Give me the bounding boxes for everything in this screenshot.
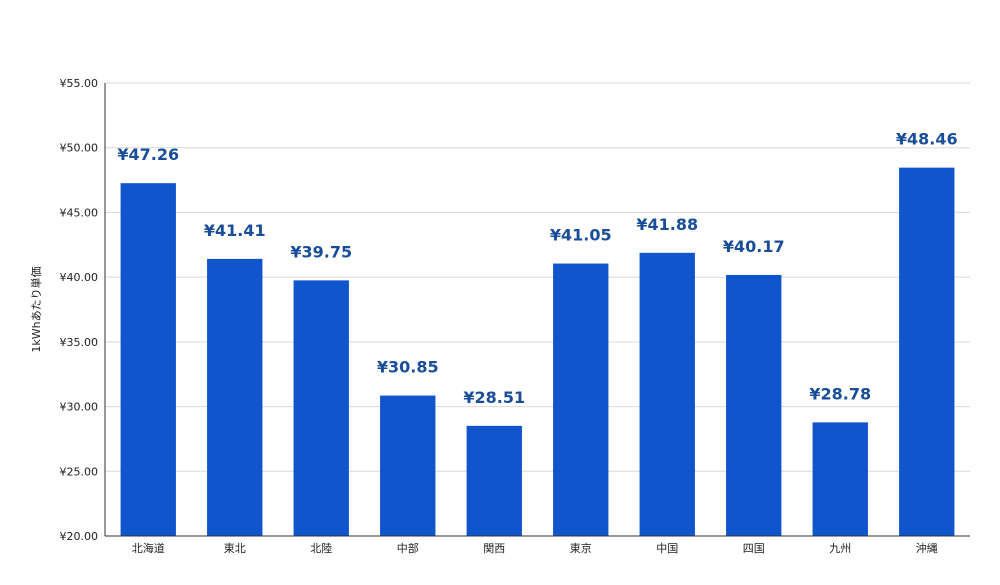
- data-labels: ¥47.26 ¥41.41 ¥39.75 ¥30.85 ¥28.51 ¥41.05 ¥41.…: [117, 130, 957, 407]
- bar: [639, 252, 695, 536]
- x-category-label: 北海道: [132, 541, 165, 555]
- data-label: ¥28.51: [463, 388, 525, 407]
- y-axis-ticks: ¥20.00 ¥25.00 ¥30.00 ¥35.00 ¥40.00 ¥45.00 ¥50.…: [60, 77, 99, 543]
- data-label: ¥28.78: [809, 384, 871, 403]
- data-label: ¥47.26: [117, 145, 179, 164]
- x-category-label: 沖縄: [916, 541, 938, 555]
- x-category-label: 九州: [829, 542, 851, 555]
- bar: [120, 183, 176, 536]
- data-label: ¥41.05: [550, 226, 612, 245]
- y-tick-label: ¥50.00: [60, 142, 99, 155]
- bar: [207, 258, 263, 536]
- y-tick-label: ¥55.00: [60, 77, 99, 90]
- bar: [553, 263, 609, 536]
- bars: [120, 167, 955, 536]
- x-category-label: 東北: [224, 542, 246, 555]
- bar: [293, 280, 349, 536]
- y-tick-label: ¥20.00: [60, 530, 99, 543]
- data-label: ¥41.41: [204, 221, 266, 240]
- y-tick-label: ¥25.00: [60, 465, 99, 478]
- y-tick-label: ¥45.00: [60, 206, 99, 219]
- y-tick-label: ¥35.00: [60, 336, 99, 349]
- bar: [466, 425, 522, 536]
- y-tick-label: ¥30.00: [60, 401, 99, 414]
- data-label: ¥41.88: [636, 215, 698, 234]
- x-category-label: 北陸: [310, 542, 332, 555]
- bar: [726, 274, 782, 536]
- x-category-label: 四国: [743, 542, 765, 555]
- data-label: ¥48.46: [896, 130, 958, 149]
- x-category-label: 東京: [570, 541, 592, 555]
- bar: [380, 395, 436, 536]
- bar: [812, 422, 868, 536]
- x-category-label: 中部: [397, 541, 419, 555]
- y-axis-title: 1kWhあたり単価: [29, 266, 43, 352]
- x-axis-categories: 北海道 東北 北陸 中部 関西 東京 中国 四国 九州 沖縄: [132, 541, 938, 555]
- x-category-label: 中国: [656, 542, 678, 555]
- data-label: ¥40.17: [723, 237, 785, 256]
- y-tick-label: ¥40.00: [60, 271, 99, 284]
- bar: [899, 167, 955, 536]
- data-label: ¥39.75: [290, 242, 352, 261]
- x-category-label: 関西: [483, 542, 505, 555]
- data-label: ¥30.85: [377, 358, 439, 377]
